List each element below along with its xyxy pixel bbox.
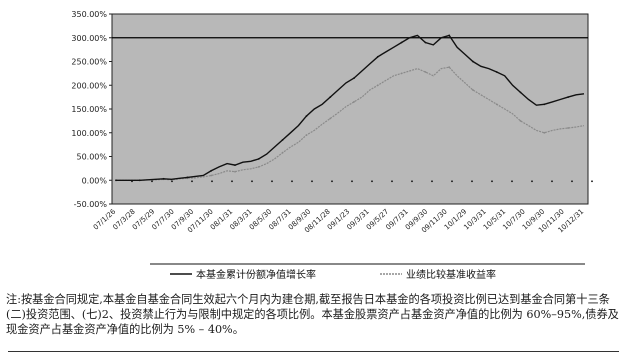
y-tick-label: 100.00%: [71, 129, 107, 138]
series-point-1: [519, 91, 522, 94]
series-point-1: [138, 179, 141, 182]
series-point-2: [281, 151, 284, 154]
baseline-marker: [191, 180, 193, 183]
series-point-1: [186, 176, 189, 179]
y-tick-label: 250.00%: [71, 58, 107, 67]
y-tick-label: -50.00%: [74, 200, 108, 209]
baseline-marker: [551, 180, 553, 183]
series-point-1: [400, 41, 403, 44]
baseline-marker: [171, 180, 173, 183]
baseline-marker: [531, 180, 533, 183]
y-tick-label: 50.00%: [76, 153, 107, 162]
baseline-marker: [511, 180, 513, 183]
series-point-2: [495, 103, 498, 106]
series-point-1: [305, 115, 308, 117]
baseline-marker: [311, 180, 313, 183]
series-point-2: [472, 89, 474, 91]
baseline-marker: [391, 180, 393, 183]
baseline-marker: [211, 180, 213, 183]
series-line-2: [116, 66, 585, 181]
series-point-1: [210, 169, 213, 172]
series-point-2: [257, 166, 260, 168]
series-point-1: [567, 96, 569, 98]
y-tick-label: 200.00%: [71, 81, 107, 90]
baseline-marker: [331, 180, 333, 183]
series-point-2: [400, 72, 403, 75]
series-point-1: [281, 139, 284, 141]
baseline-marker: [271, 180, 273, 183]
series-point-1: [234, 164, 236, 167]
series-point-1: [115, 179, 117, 182]
y-tick-label: 0.00%: [82, 176, 108, 185]
baseline-marker: [571, 180, 573, 183]
series-point-2: [376, 84, 379, 87]
series-point-2: [448, 66, 451, 69]
series-point-1: [543, 103, 546, 106]
legend-label-2: 业绩比较基准收益率: [406, 268, 496, 281]
y-tick-label: 350.00%: [71, 10, 107, 19]
series-point-2: [305, 134, 308, 137]
performance-chart: 350.00% 300.00% 250.00% 200.00% 150.00% 100.0…: [71, 10, 593, 281]
series-point-1: [472, 60, 474, 63]
series-point-1: [448, 34, 451, 37]
baseline-marker: [471, 180, 473, 183]
y-tick-label: 300.00%: [71, 34, 107, 43]
series-point-2: [329, 117, 332, 120]
series-point-1: [353, 77, 355, 79]
baseline-marker: [491, 180, 493, 183]
baseline-marker: [291, 180, 293, 183]
baseline-marker: [371, 180, 373, 183]
series-point-1: [376, 55, 379, 58]
baseline-marker: [591, 180, 593, 183]
plot-area: [111, 13, 589, 205]
series-point-2: [519, 120, 522, 122]
series-point-1: [495, 71, 498, 73]
series-point-2: [234, 170, 236, 173]
series-point-2: [210, 174, 213, 177]
series-point-2: [353, 101, 355, 103]
series-point-1: [257, 158, 260, 160]
baseline-marker: [451, 180, 453, 183]
series-point-1: [329, 96, 332, 98]
series-point-1: [162, 177, 165, 180]
series-line-1: [116, 34, 585, 181]
baseline-marker: [151, 180, 153, 183]
series-point-2: [567, 127, 569, 129]
baseline-marker: [231, 180, 233, 183]
legend-label-1: 本基金累计份额净值增长率: [196, 268, 316, 281]
baseline-marker: [431, 180, 433, 183]
baseline-marker: [351, 180, 353, 183]
baseline-marker: [131, 180, 133, 183]
baseline-marker: [251, 180, 253, 183]
series-point-2: [424, 71, 427, 73]
bottom-divider: [8, 351, 619, 352]
series-point-2: [543, 131, 546, 134]
y-tick-label: 150.00%: [71, 105, 107, 114]
baseline-marker: [411, 180, 413, 183]
series-point-1: [424, 41, 427, 44]
chart-footnote: 注:按基金合同规定,本基金自基金合同生效起六个月内为建仓期,截至报告日本基金的各…: [6, 293, 619, 336]
